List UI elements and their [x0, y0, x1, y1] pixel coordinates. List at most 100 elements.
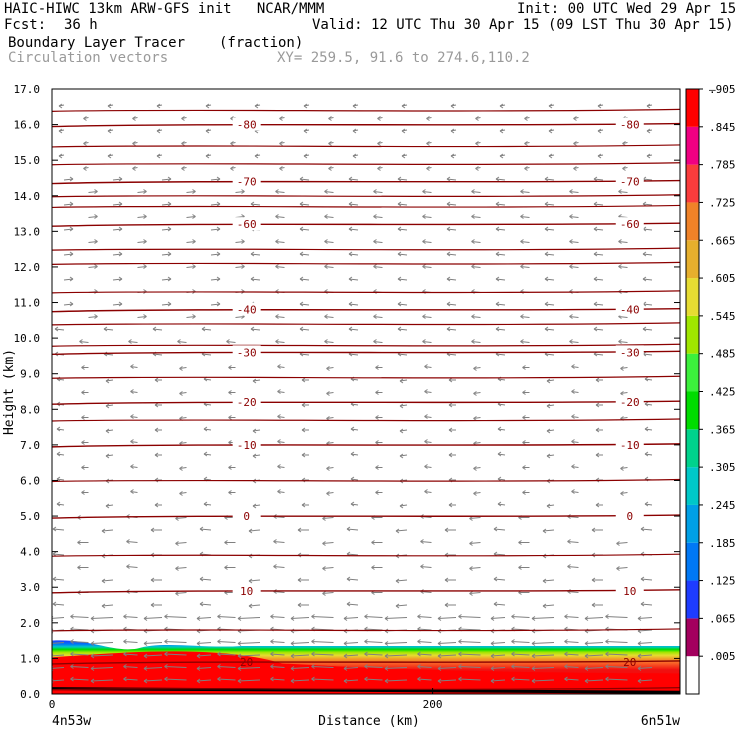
colorbar-segment [686, 391, 699, 430]
wind-vector [350, 453, 359, 456]
wind-vector [235, 316, 245, 318]
x-right-endpoint: 6n51w [641, 714, 680, 729]
wind-vector [458, 678, 481, 681]
wind-vector-head [384, 616, 389, 621]
colorbar-label: .725 [709, 196, 736, 209]
wind-vector [248, 604, 261, 607]
wind-vector-head [426, 166, 430, 171]
wind-vector-head [77, 540, 81, 545]
colorbar-segment [686, 126, 699, 165]
wind-vector-head [270, 676, 274, 682]
wind-vector-head [446, 176, 451, 182]
contour-label: -70 [620, 176, 640, 189]
contour--10 [52, 443, 680, 448]
wind-vector [422, 191, 432, 193]
wind-vector-head [522, 440, 526, 445]
wind-vector-head [250, 276, 255, 282]
wind-vector-head [417, 651, 421, 657]
wind-vector-head [377, 166, 381, 171]
contour--30 [52, 350, 680, 356]
wind-vector-head [373, 314, 377, 319]
wind-vector-head [279, 116, 283, 121]
wind-vector [544, 253, 555, 256]
wind-vector-head [56, 451, 61, 457]
wind-vector-head [495, 176, 500, 182]
wind-vector-head [605, 614, 609, 619]
wind-vector [642, 303, 653, 306]
wind-vector-head [544, 326, 549, 332]
wind-vector-head [395, 578, 400, 584]
wind-vector [105, 379, 114, 382]
wind-vector [343, 642, 359, 644]
wind-vector-head [524, 141, 528, 146]
contour-label: 0 [626, 510, 633, 523]
wind-vector-head [311, 614, 315, 619]
wind-vector [495, 253, 506, 256]
wind-vector-head [346, 526, 351, 532]
contour--20 [52, 400, 680, 405]
wind-vector [616, 567, 628, 569]
wind-vector [324, 191, 334, 193]
wind-vector [179, 392, 187, 394]
wind-vector [644, 453, 653, 456]
wind-vector-head [94, 239, 98, 244]
contour-label-bg [232, 395, 261, 409]
wind-vector [471, 241, 481, 243]
wind-vector [473, 442, 481, 444]
wind-vector [277, 491, 285, 493]
wind-vector-head [216, 201, 221, 207]
wind-vector-head [150, 577, 155, 583]
wind-vector-head [646, 153, 651, 159]
wind-vector-head [299, 326, 304, 332]
contour-label-group: -80 [615, 117, 644, 132]
wind-vector-head [642, 276, 647, 282]
wind-vector [618, 266, 628, 268]
wind-vector [469, 567, 481, 569]
wind-vector [364, 666, 383, 668]
wind-vector-head [450, 128, 455, 134]
wind-vector [531, 667, 555, 669]
wind-vector-head [520, 314, 524, 319]
contour-line [52, 162, 680, 166]
wind-vector [143, 642, 163, 644]
wind-vector-head [348, 276, 353, 282]
wind-vector-head [377, 141, 381, 146]
wind-vector-head [123, 664, 127, 669]
wind-vector-head [228, 415, 232, 420]
wind-vector-head [493, 601, 498, 607]
wind-vector [350, 503, 359, 506]
wind-vector-head [237, 641, 242, 646]
wind-vector-head [569, 314, 573, 319]
wind-vector-head [299, 226, 304, 232]
contour--40 [52, 307, 680, 313]
contour-label: 20 [623, 656, 636, 669]
wind-vector-head [252, 453, 257, 459]
wind-vector [90, 679, 114, 682]
wind-vector-head [277, 389, 281, 394]
wind-vector-head [437, 653, 442, 659]
wind-vector [642, 228, 653, 231]
contour-line [52, 322, 680, 326]
wind-vector [567, 591, 579, 593]
contour-label-group: -40 [615, 302, 644, 317]
wind-vector-head [564, 676, 568, 682]
wind-vector [326, 467, 334, 469]
wind-vector [399, 504, 408, 507]
colorbar-segment [686, 240, 699, 279]
wind-vector [346, 528, 359, 531]
contour--80 [52, 122, 680, 128]
colorbar-label: .365 [709, 423, 736, 436]
wind-vector-head [192, 239, 196, 244]
wind-vector [567, 541, 579, 543]
wind-vector [63, 278, 74, 281]
wind-vector-head [270, 614, 274, 619]
wind-vector-head [118, 276, 123, 282]
contour-line [52, 687, 680, 691]
wind-vector-head [143, 666, 148, 671]
wind-vector [373, 216, 383, 218]
wind-vector-head [399, 428, 404, 434]
wind-vector [186, 216, 196, 218]
wind-vector [569, 316, 579, 318]
wind-vector-head [217, 676, 221, 682]
wind-vector-head [328, 166, 332, 171]
